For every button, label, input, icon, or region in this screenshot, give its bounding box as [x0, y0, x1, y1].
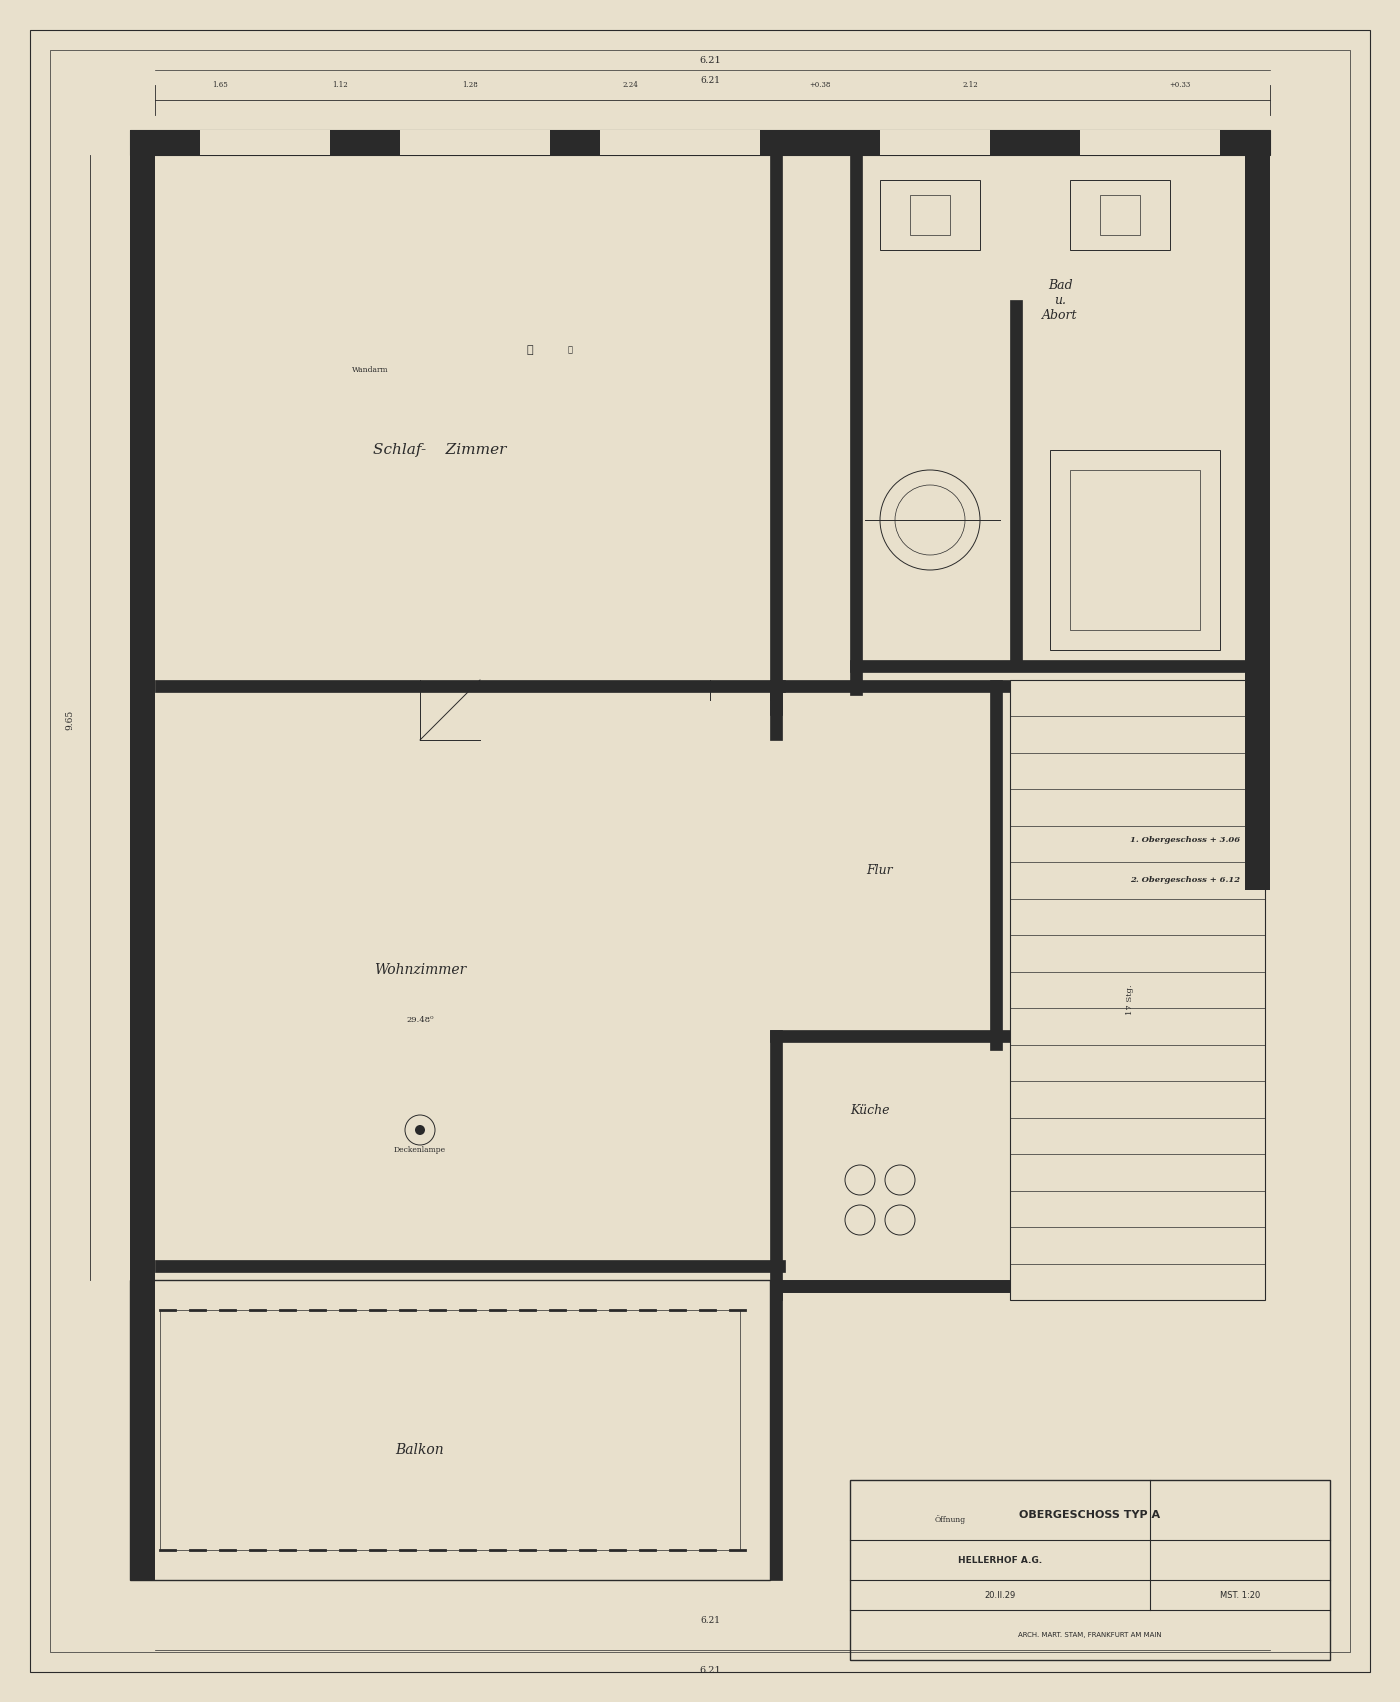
Bar — [130, 1280, 155, 1579]
Text: ✳: ✳ — [526, 346, 533, 356]
Bar — [770, 1030, 1009, 1042]
Bar — [850, 660, 1266, 672]
Text: +0.33: +0.33 — [1169, 82, 1190, 89]
Bar — [1050, 449, 1219, 650]
Bar — [881, 129, 990, 155]
Text: 9.65: 9.65 — [66, 710, 74, 730]
Text: Öffnung: Öffnung — [934, 1515, 966, 1525]
Text: HELLERHOF A.G.: HELLERHOF A.G. — [958, 1556, 1042, 1564]
Bar — [155, 1259, 785, 1271]
Text: OBERGESCHOSS TYP A: OBERGESCHOSS TYP A — [1019, 1510, 1161, 1520]
Bar — [155, 681, 785, 693]
Bar — [770, 1280, 1009, 1292]
Bar — [130, 1280, 770, 1579]
Bar — [770, 1030, 783, 1300]
Text: 6.21: 6.21 — [700, 1615, 720, 1624]
Bar — [1070, 180, 1170, 250]
Text: 1.28: 1.28 — [462, 82, 477, 89]
Text: 6.21: 6.21 — [700, 75, 720, 85]
Text: Flur: Flur — [867, 863, 893, 877]
Bar — [1245, 129, 1270, 890]
Bar — [770, 1280, 783, 1579]
Text: 6.21: 6.21 — [699, 1666, 721, 1675]
Bar — [1009, 300, 1022, 671]
Text: Wandarm: Wandarm — [351, 366, 388, 374]
Text: Wohnzimmer: Wohnzimmer — [374, 963, 466, 977]
Bar — [160, 1311, 741, 1551]
Bar — [1070, 470, 1200, 630]
Bar — [850, 1481, 1330, 1659]
Text: 29.48⁰: 29.48⁰ — [406, 1016, 434, 1025]
Text: 2. Obergeschoss + 6.12: 2. Obergeschoss + 6.12 — [1130, 877, 1240, 883]
Text: Balkon: Balkon — [396, 1443, 444, 1457]
Text: Bad
u.
Abort: Bad u. Abort — [1042, 279, 1078, 322]
Text: 6.21: 6.21 — [699, 56, 721, 65]
Text: MST. 1:20: MST. 1:20 — [1219, 1590, 1260, 1600]
Text: Deckenlampe: Deckenlampe — [393, 1145, 447, 1154]
Text: 20.II.29: 20.II.29 — [984, 1590, 1015, 1600]
Text: 1.12: 1.12 — [332, 82, 347, 89]
Bar — [130, 129, 155, 1280]
Text: 2.24: 2.24 — [622, 82, 638, 89]
Circle shape — [414, 1125, 426, 1135]
Text: ARCH. MART. STAM, FRANKFURT AM MAIN: ARCH. MART. STAM, FRANKFURT AM MAIN — [1018, 1632, 1162, 1637]
Bar — [770, 1280, 1009, 1292]
Bar — [400, 129, 550, 155]
Bar — [990, 681, 1002, 1050]
Bar — [770, 681, 783, 740]
Text: 1. Obergeschoss + 3.06: 1. Obergeschoss + 3.06 — [1130, 836, 1240, 844]
Bar — [770, 681, 1009, 693]
Bar — [1009, 681, 1266, 1300]
Text: Küche: Küche — [850, 1103, 890, 1117]
Bar — [881, 180, 980, 250]
Text: 1.65: 1.65 — [213, 82, 228, 89]
Text: 2.12: 2.12 — [962, 82, 977, 89]
Bar — [130, 129, 1270, 155]
Text: ✳: ✳ — [567, 346, 573, 354]
Bar — [850, 155, 862, 694]
Text: +0.38: +0.38 — [809, 82, 830, 89]
Bar — [130, 129, 1270, 155]
Bar — [770, 155, 783, 715]
Bar — [601, 129, 760, 155]
Bar — [1100, 196, 1140, 235]
Bar — [1079, 129, 1219, 155]
Bar — [910, 196, 951, 235]
Text: Schlaf-    Zimmer: Schlaf- Zimmer — [374, 443, 507, 458]
Text: 17 Stg.: 17 Stg. — [1126, 985, 1134, 1016]
Bar — [200, 129, 330, 155]
